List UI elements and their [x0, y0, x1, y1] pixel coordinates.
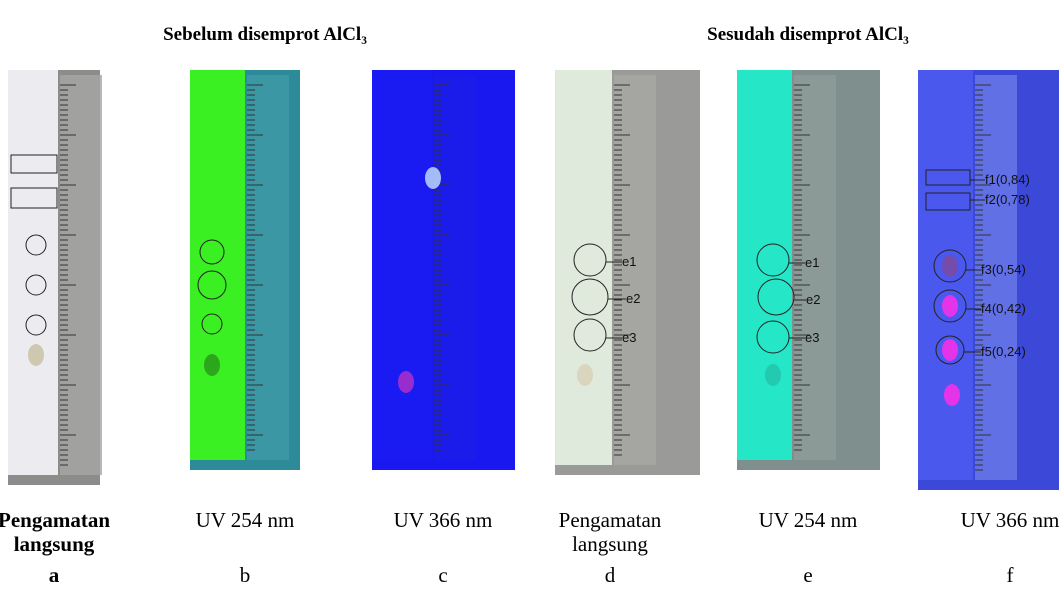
- panel-letter: c: [438, 563, 447, 587]
- spot: [942, 295, 958, 317]
- panel: UV 254 nm b: [190, 70, 300, 587]
- ruler: [434, 75, 476, 460]
- spot: [577, 364, 593, 386]
- spot: [425, 167, 441, 189]
- caption: UV 366 nm: [394, 508, 493, 532]
- spot: [204, 354, 220, 376]
- spot-label: f3(0,54): [981, 262, 1026, 277]
- caption: Pengamatan: [0, 508, 110, 532]
- caption: UV 254 nm: [759, 508, 858, 532]
- spot-label: f2(0,78): [985, 192, 1030, 207]
- spot-label: f1(0,84): [985, 172, 1030, 187]
- spot-label: e2: [806, 292, 820, 307]
- tlc-plate: [8, 70, 58, 475]
- caption: langsung: [572, 532, 648, 556]
- ruler: [247, 75, 289, 460]
- panel-letter: d: [605, 563, 616, 587]
- tlc-plate: [737, 70, 792, 460]
- spot-label: e3: [805, 330, 819, 345]
- tlc-plate: [190, 70, 245, 460]
- panel-letter: b: [240, 563, 251, 587]
- figure: Sebelum disemprot AlCl₃ Sesudah disemprot…: [0, 0, 1059, 610]
- spot-label: e2: [626, 291, 640, 306]
- page: {"headings":["Sebelum disemprot AlCl₃","…: [0, 0, 1059, 610]
- spot: [942, 255, 958, 277]
- spot-label: e1: [622, 254, 636, 269]
- ruler: [975, 75, 1017, 480]
- tlc-plate: [372, 70, 432, 460]
- panel: UV 366 nm c: [372, 70, 515, 587]
- panel: e1 e2 e3 UV 254 nm e: [737, 70, 880, 587]
- spot: [28, 344, 44, 366]
- spot-label: f5(0,24): [981, 344, 1026, 359]
- panel: f1(0,84) f2(0,78) f3(0,54) f4(0,42) f5(0,24)…: [918, 70, 1059, 587]
- spot-label: e1: [805, 255, 819, 270]
- heading: Sesudah disemprot AlCl₃: [707, 24, 909, 45]
- panel-letter: f: [1007, 563, 1014, 587]
- caption: UV 254 nm: [196, 508, 295, 532]
- spot-label: f4(0,42): [981, 301, 1026, 316]
- panel-letter: e: [803, 563, 812, 587]
- caption: Pengamatan: [559, 508, 662, 532]
- heading: Sebelum disemprot AlCl₃: [163, 24, 367, 45]
- spot: [944, 384, 960, 406]
- spot: [765, 364, 781, 386]
- spot: [942, 339, 958, 361]
- spot: [398, 371, 414, 393]
- tlc-plate: [555, 70, 612, 465]
- spot-label: e3: [622, 330, 636, 345]
- caption: langsung: [14, 532, 95, 556]
- panel-letter: a: [49, 563, 60, 587]
- caption: UV 366 nm: [961, 508, 1059, 532]
